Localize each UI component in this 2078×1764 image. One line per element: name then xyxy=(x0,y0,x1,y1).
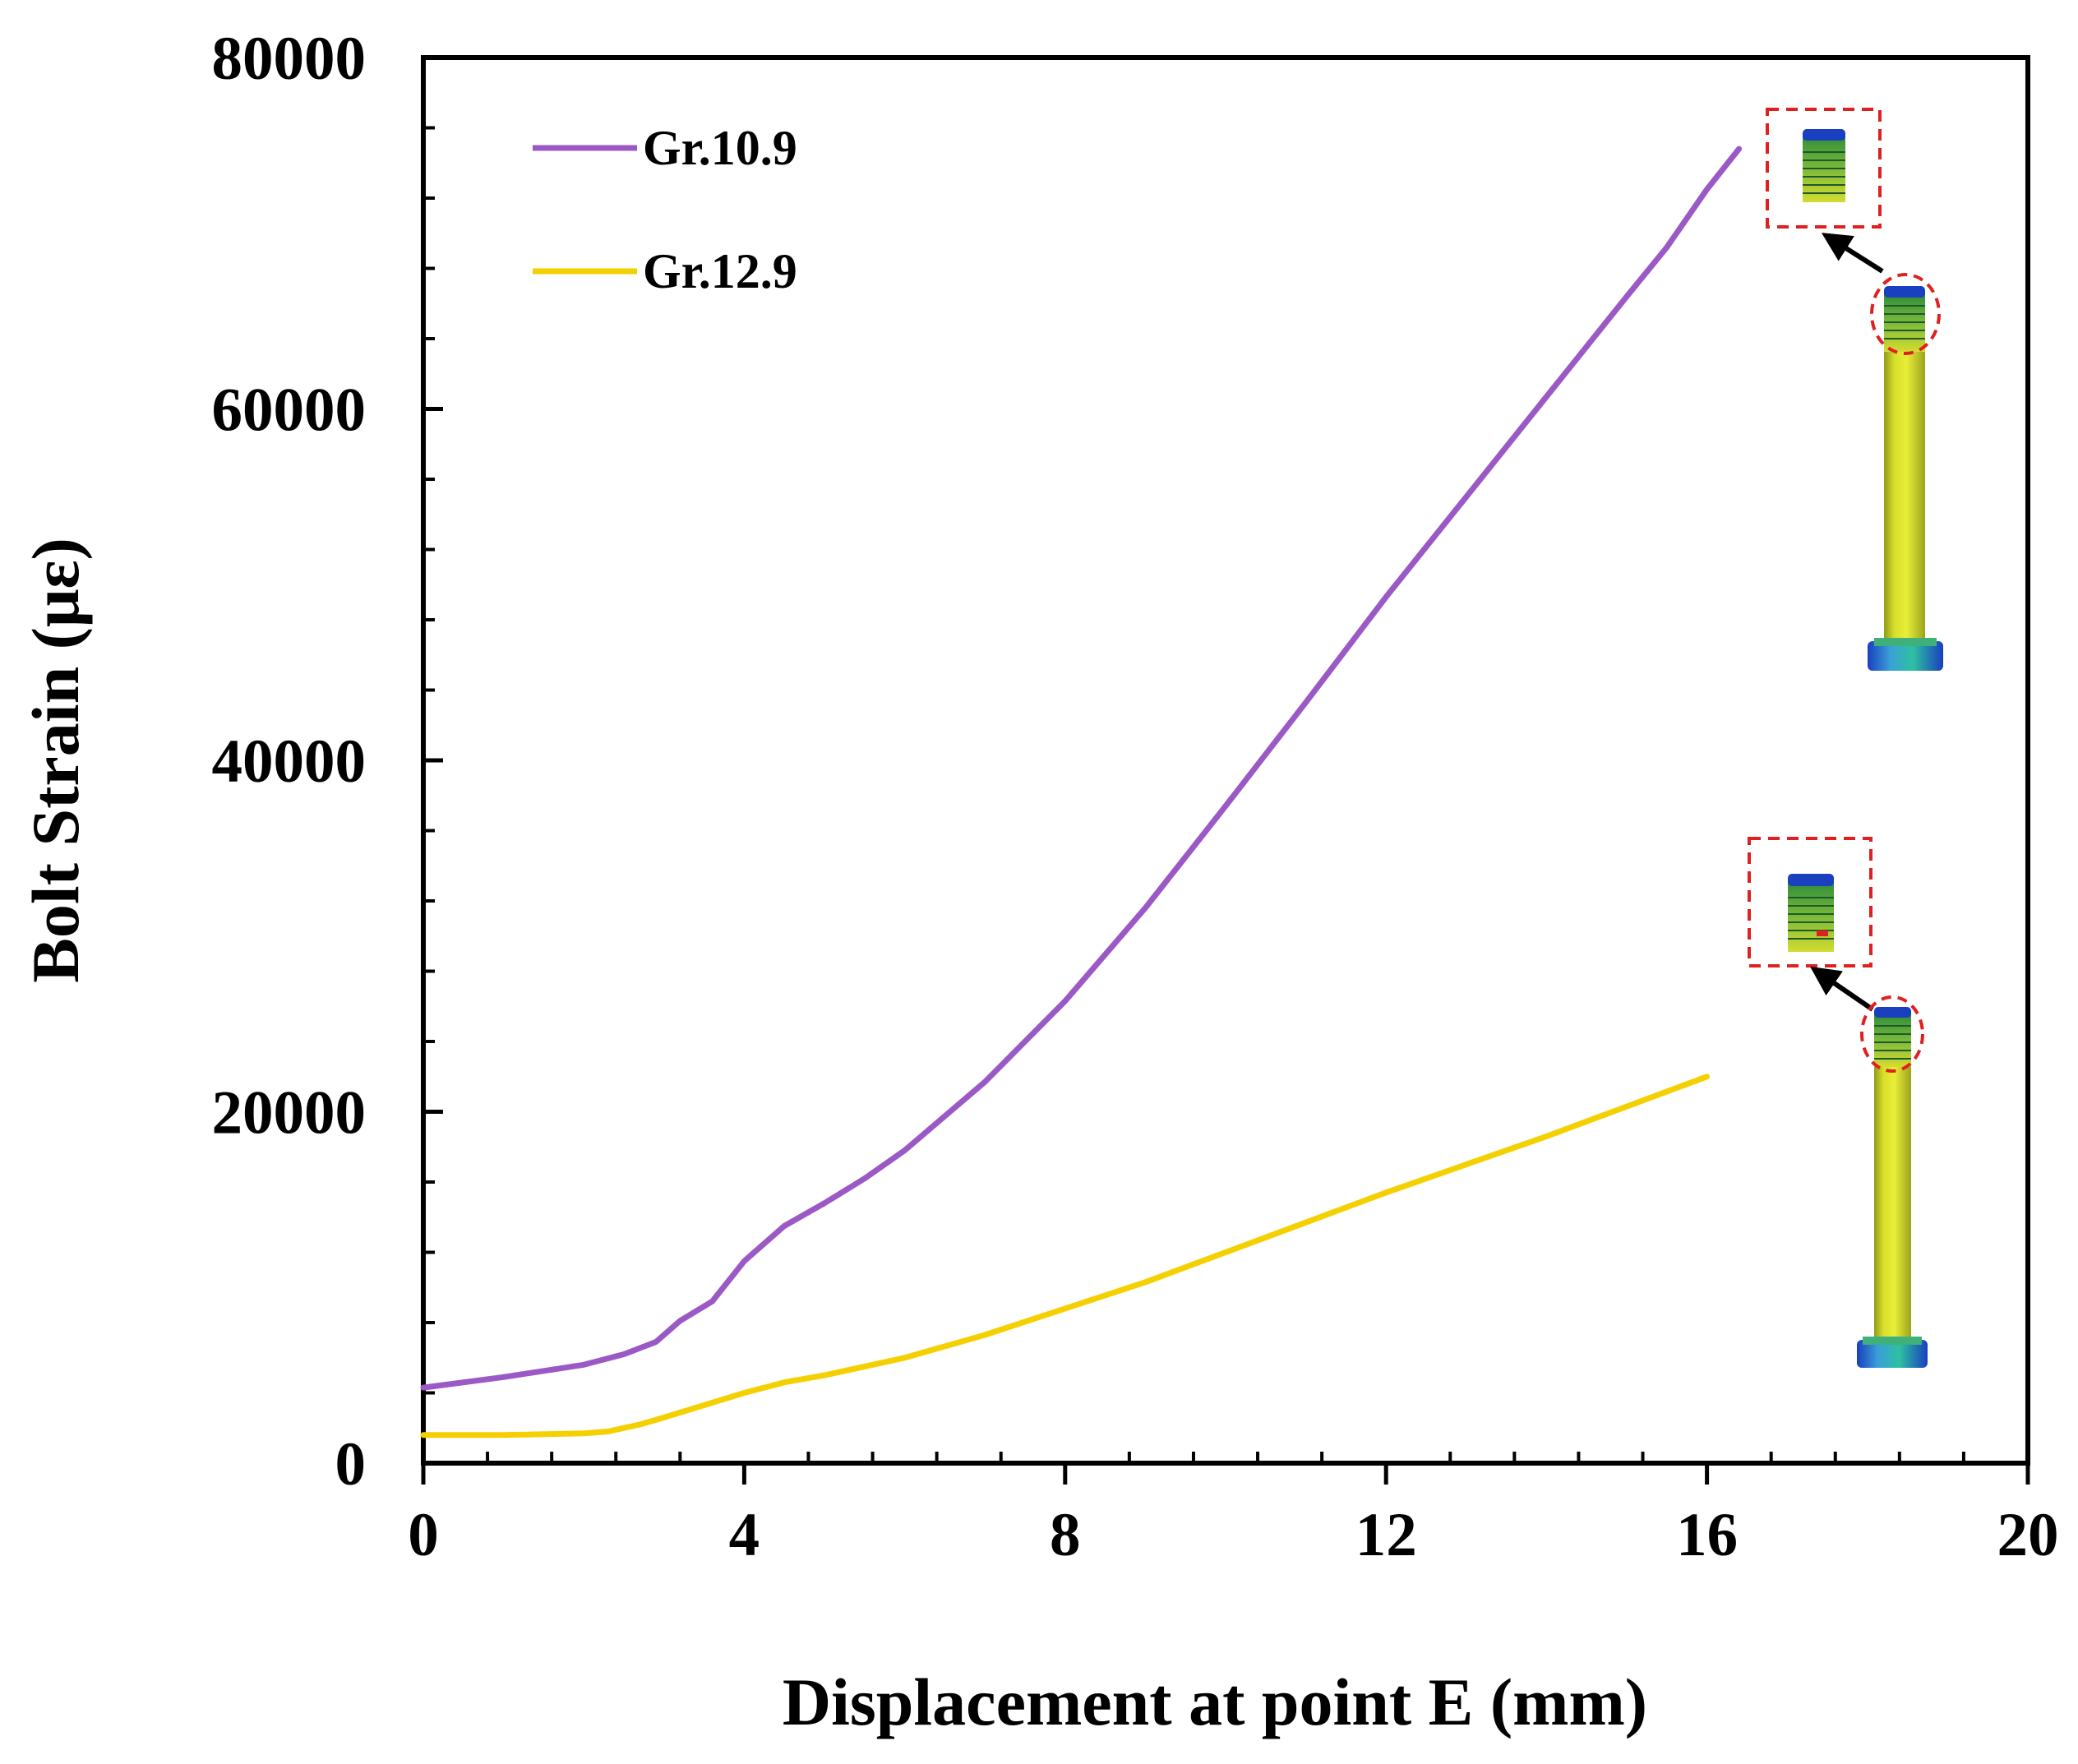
series-line-gr-10-9 xyxy=(420,145,1743,1391)
x-tick-label: 8 xyxy=(1050,1501,1081,1569)
bolt-contour-icon xyxy=(1868,286,1943,671)
legend: Gr.10.9 Gr.12.9 xyxy=(533,121,797,298)
x-axis-tick-labels: 0 4 8 12 16 20 xyxy=(408,1501,2058,1569)
zoom-arrow-icon xyxy=(1810,966,1874,1012)
zoom-box xyxy=(1748,837,1873,967)
bolt-inset-gr-10-9 xyxy=(1766,108,1943,671)
focus-circle xyxy=(1870,273,1941,355)
series-line-gr-12-9 xyxy=(420,1074,1711,1438)
legend-label-gr-10-9: Gr.10.9 xyxy=(643,121,797,175)
y-tick-label: 40000 xyxy=(212,727,367,796)
series-lines xyxy=(420,145,1743,1438)
bolt-thread-zoom-icon xyxy=(1803,129,1845,202)
x-axis-title: Displacement at point E (mm) xyxy=(783,1665,1647,1739)
x-tick-label: 4 xyxy=(729,1501,760,1569)
focus-circle xyxy=(1860,995,1924,1073)
x-tick-label: 12 xyxy=(1355,1501,1417,1569)
x-tick-label: 16 xyxy=(1676,1501,1738,1569)
x-axis-ticks xyxy=(421,1452,2030,1485)
bolt-contour-icon xyxy=(1857,1007,1928,1368)
y-tick-label: 80000 xyxy=(212,25,367,93)
y-tick-label: 60000 xyxy=(212,376,367,445)
y-axis-ticks xyxy=(423,55,443,1466)
bolt-inset-gr-12-9 xyxy=(1748,837,1928,1368)
y-axis-tick-labels: 0 20000 40000 60000 80000 xyxy=(212,25,367,1498)
zoom-arrow-icon xyxy=(1821,233,1884,274)
zoom-box xyxy=(1766,108,1882,229)
y-tick-label: 0 xyxy=(335,1430,367,1498)
x-tick-label: 20 xyxy=(1997,1501,2059,1569)
legend-label-gr-12-9: Gr.12.9 xyxy=(643,244,797,298)
y-axis-title: Bolt Strain (με) xyxy=(18,538,93,983)
y-tick-label: 20000 xyxy=(212,1079,367,1148)
x-tick-label: 0 xyxy=(408,1501,439,1569)
bolt-thread-zoom-icon xyxy=(1788,874,1834,952)
